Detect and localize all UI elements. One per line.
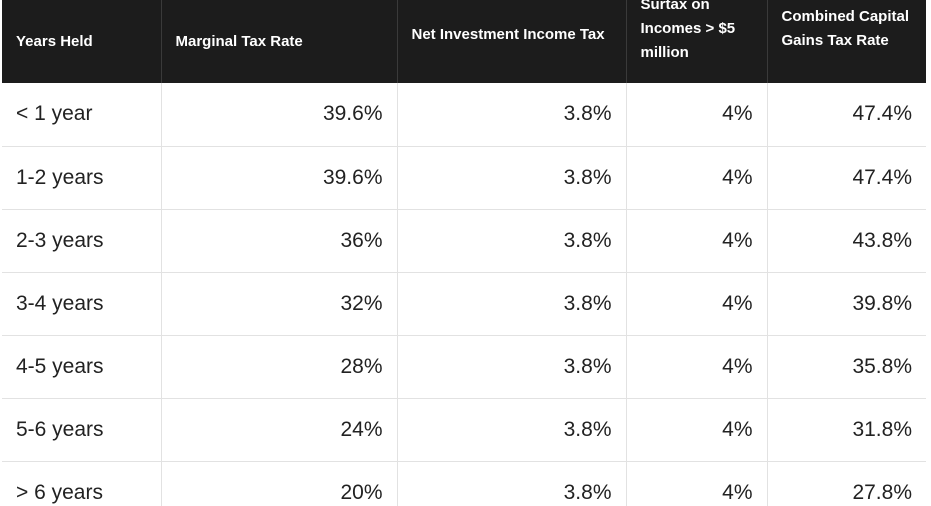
table-row: 1-2 years 39.6% 3.8% 4% 47.4% [2,146,926,210]
cell-marginal-tax-rate: 39.6% [161,146,398,210]
cell-marginal-tax-rate: 32% [161,272,398,336]
table-row: > 6 years 20% 3.8% 4% 27.8% [2,461,926,506]
cell-years-held: 1-2 years [2,146,162,210]
table-header-row: Years Held Marginal Tax Rate Net Investm… [2,0,926,83]
cell-years-held: 4-5 years [2,335,162,399]
table-row: 5-6 years 24% 3.8% 4% 31.8% [2,398,926,462]
cell-surtax: 4% [626,272,768,336]
cell-surtax: 4% [626,146,768,210]
header-combined-rate: Combined Capital Gains Tax Rate [767,0,926,83]
cell-surtax: 4% [626,83,768,147]
cell-net-investment-income-tax: 3.8% [397,209,627,273]
cell-combined-rate: 31.8% [767,398,926,462]
cell-surtax: 4% [626,398,768,462]
cell-net-investment-income-tax: 3.8% [397,272,627,336]
cell-net-investment-income-tax: 3.8% [397,398,627,462]
cell-net-investment-income-tax: 3.8% [397,146,627,210]
cell-combined-rate: 27.8% [767,461,926,506]
cell-years-held: 2-3 years [2,209,162,273]
cell-net-investment-income-tax: 3.8% [397,335,627,399]
cell-net-investment-income-tax: 3.8% [397,461,627,506]
cell-marginal-tax-rate: 28% [161,335,398,399]
cell-combined-rate: 39.8% [767,272,926,336]
table-row: < 1 year 39.6% 3.8% 4% 47.4% [2,83,926,147]
cell-net-investment-income-tax: 3.8% [397,83,627,147]
table-row: 3-4 years 32% 3.8% 4% 39.8% [2,272,926,336]
cell-combined-rate: 43.8% [767,209,926,273]
cell-marginal-tax-rate: 20% [161,461,398,506]
cell-surtax: 4% [626,461,768,506]
cell-surtax: 4% [626,335,768,399]
cell-years-held: > 6 years [2,461,162,506]
cell-combined-rate: 47.4% [767,146,926,210]
table-row: 4-5 years 28% 3.8% 4% 35.8% [2,335,926,399]
cell-marginal-tax-rate: 24% [161,398,398,462]
header-marginal-tax-rate: Marginal Tax Rate [161,0,398,83]
cell-years-held: 5-6 years [2,398,162,462]
header-surtax: Surtax on Incomes > $5 million [626,0,768,83]
cell-marginal-tax-rate: 39.6% [161,83,398,147]
cell-years-held: 3-4 years [2,272,162,336]
cell-marginal-tax-rate: 36% [161,209,398,273]
header-years-held: Years Held [2,0,162,83]
header-net-investment-income-tax: Net Investment Income Tax [397,0,627,83]
cell-combined-rate: 35.8% [767,335,926,399]
cell-years-held: < 1 year [2,83,162,147]
cell-surtax: 4% [626,209,768,273]
cell-combined-rate: 47.4% [767,83,926,147]
table-row: 2-3 years 36% 3.8% 4% 43.8% [2,209,926,273]
